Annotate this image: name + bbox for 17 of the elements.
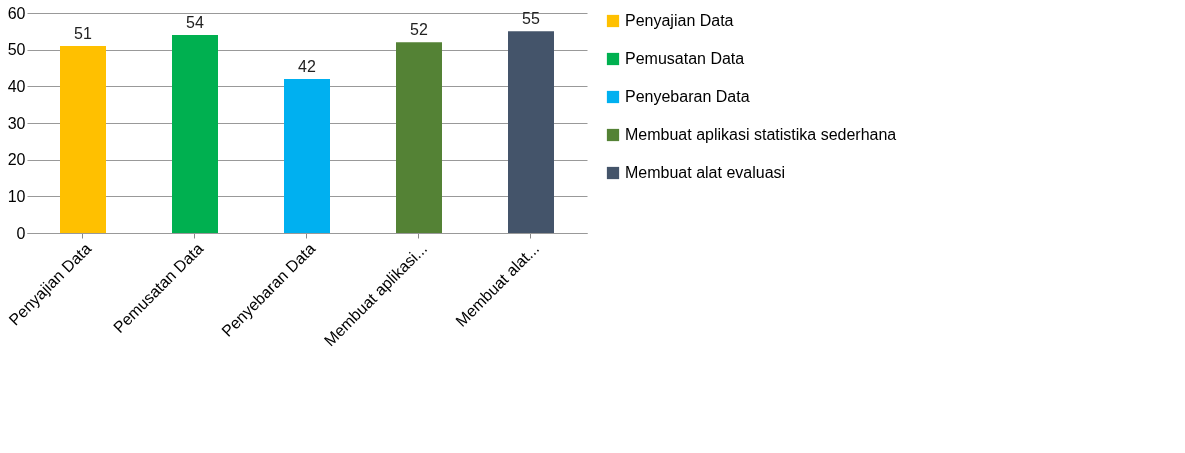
y-tick-label: 60: [7, 4, 26, 22]
legend-label: Penyajian Data: [625, 12, 734, 29]
data-label: 51: [74, 25, 92, 42]
y-tick-label: 40: [7, 77, 26, 95]
legend-label: Membuat alat evaluasi: [625, 164, 786, 181]
y-tick-label: 50: [7, 41, 26, 59]
y-tick-label: 0: [16, 224, 26, 242]
y-tick-label: 10: [7, 187, 26, 205]
data-label: 52: [410, 21, 428, 39]
legend-label: Pemusatan Data: [625, 50, 745, 67]
legend-label: Membuat aplikasi statistika sederhana: [625, 126, 897, 143]
y-tick-label: 20: [7, 151, 26, 169]
data-label: 42: [298, 58, 316, 75]
y-tick-label: 30: [7, 114, 26, 132]
legend-label: Penyebaran Data: [625, 88, 750, 105]
data-label: 55: [522, 10, 540, 28]
data-label: 54: [186, 14, 204, 31]
